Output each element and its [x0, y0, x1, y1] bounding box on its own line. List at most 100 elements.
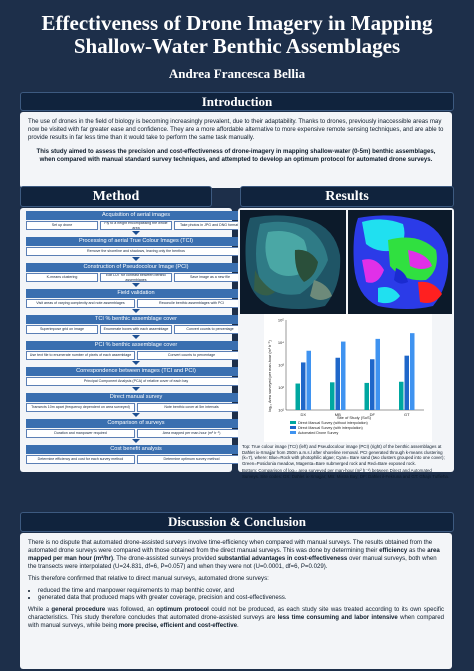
legend-entry: Direct Manual Survey (with interpolation… [298, 426, 363, 430]
method-step-cell: Remove the shoreline and shadows, leavin… [26, 247, 246, 256]
poster-title: Effectiveness of Drone Imagery in Mappin… [0, 12, 474, 58]
method-step-cell: Transects 10m apart (frequency dependent… [26, 403, 135, 412]
conclusion-bullets: reduced the time and manpower requiremen… [28, 587, 444, 603]
disc-p3-h: more precise, efficient and cost-effecti… [118, 622, 237, 630]
chart-bar [306, 350, 311, 410]
disc-p3-d: optimum protocol [156, 606, 209, 614]
chart-x-tick-label: GT [404, 412, 410, 417]
disc-p3-i: . [236, 622, 239, 630]
results-caption: Top: True colour image (TCI) (left) and … [242, 444, 450, 482]
disc-p1-a: There is no dispute that automated drone… [28, 539, 433, 554]
chart-y-tick-label: 10² [278, 385, 284, 390]
method-step-title: Construction of Pseudocolour Image (PCI) [26, 263, 246, 272]
legend-swatch [290, 421, 296, 424]
disc-p3-b: general procedure [51, 606, 106, 614]
caption-chart: Bottom: Comparison of log₁₀ area surveye… [242, 468, 450, 479]
method-step-cell: Edit LUT for contrast between benthic as… [100, 273, 172, 282]
method-step-cell: Use text file to enumerate number of pix… [26, 351, 135, 360]
chart-y-tick-label: 10¹ [278, 408, 284, 413]
method-step-title: PCI % benthic assemblage cover [26, 341, 246, 350]
legend-swatch [290, 431, 296, 434]
results-panel: log₁₀ Area surveyed per man-hour (m² h⁻¹… [238, 208, 454, 479]
disc-p1-b: efficiency [379, 546, 408, 554]
chart-bar [410, 333, 415, 410]
introduction-box: The use of drones in the field of biolog… [20, 112, 452, 188]
legend-entry: Direct Manual Survey (without interpolat… [298, 421, 368, 425]
discussion-para-1: There is no dispute that automated drone… [28, 539, 444, 571]
method-step-cell: Convert counts to percentage [137, 351, 246, 360]
conclusion-bullet: generated data that produced maps with g… [38, 594, 444, 602]
method-step-title: TCI % benthic assemblage cover [26, 315, 246, 324]
chart-bar [295, 383, 300, 410]
title-line-2: Shallow-Water Benthic Assemblages [73, 34, 401, 58]
chart-x-tick-label: DF [370, 412, 376, 417]
pseudocolour-image [348, 210, 452, 314]
method-step-cell: Area mapped per man-hour (m² h⁻¹) [137, 429, 246, 438]
method-step-title: Field validation [26, 289, 246, 298]
caption-images: Top: True colour image (TCI) (left) and … [242, 444, 445, 466]
flow-arrow-icon [132, 387, 140, 391]
chart-x-label: Site of Study (SoS) [337, 415, 372, 420]
chart-bar [375, 338, 380, 410]
method-step-cell: Enumerate boxes with each assemblage [100, 325, 172, 334]
disc-p3-e: could not be produced, as each study sit… [28, 606, 445, 622]
flow-arrow-icon [132, 439, 140, 443]
disc-p3-a: While a [28, 606, 52, 614]
method-step-title: Comparison of surveys [26, 419, 246, 428]
chart-bar [404, 355, 409, 410]
legend-entry: Automated Drone Survey [298, 431, 339, 435]
chart-y-tick-label: 10⁵ [278, 318, 284, 323]
chart-bar [399, 381, 404, 410]
method-step-cell: Note benthic cover at 5m intervals [137, 403, 246, 412]
chart-bar [370, 359, 375, 410]
chart-bar [330, 382, 335, 410]
chart-y-tick-label: 10⁴ [278, 340, 284, 345]
method-step-cell: Save image as a new file [174, 273, 246, 282]
chart-bar [335, 357, 340, 410]
method-step-cell: Reconcile benthic assemblages with PCI [137, 299, 246, 308]
flow-arrow-icon [132, 283, 140, 287]
method-step-title: Direct manual survey [26, 393, 246, 402]
flow-arrow-icon [132, 413, 140, 417]
disc-p1-c: as the [407, 546, 428, 554]
flow-arrow-icon [132, 231, 140, 235]
flow-arrow-icon [132, 257, 140, 261]
discussion-para-3: While a general procedure was followed, … [28, 606, 444, 630]
method-step-cell: Determine optimum survey method [137, 455, 246, 464]
method-step-cell: K-means clustering [26, 273, 98, 282]
author: Andrea Francesca Bellia [168, 66, 306, 81]
disc-p1-e: . The drone-assisted surveys provided [112, 554, 218, 562]
method-step-title: Correspondence between images (TCI and P… [26, 367, 246, 376]
method-step-cell: Convert counts to percentage [174, 325, 246, 334]
method-header: Method [20, 186, 212, 207]
disc-p1-g: over manual surveys, both when the trans… [28, 554, 437, 570]
study-aim: This study aimed to assess the precision… [36, 147, 436, 163]
method-flowchart: Acquisition of aerial images Set up drone… [20, 208, 246, 472]
chart-x-tick-label: MB [335, 412, 341, 417]
method-step-title: Cost benefit analysis [26, 445, 246, 454]
chart-bar [301, 362, 306, 410]
chart-bar [364, 382, 369, 410]
chart-y-tick-label: 10³ [278, 363, 284, 368]
legend-swatch [290, 426, 296, 429]
flow-arrow-icon [132, 309, 140, 313]
chart-bar [341, 341, 346, 410]
introduction-text: The use of drones in the field of biolog… [28, 118, 444, 142]
conclusion-bullet: reduced the time and manpower requiremen… [38, 587, 444, 595]
method-step-cell: Fly to a height encompassing the whole a… [100, 221, 172, 230]
area-per-manhour-chart: log₁₀ Area surveyed per man-hour (m² h⁻¹… [264, 314, 432, 442]
method-step-cell: Superimpose grid on image [26, 325, 98, 334]
flow-arrow-icon [132, 335, 140, 339]
method-step-cell: Take photos in JPG and DNG formats [174, 221, 246, 230]
disc-p3-g: when compared with manual surveys, while… [28, 614, 444, 630]
disc-p1-d: area mapped per man hour (m²/hr) [28, 546, 440, 562]
discussion-para-2: This therefore confirmed that relative t… [28, 574, 269, 582]
discussion-header: Discussion & Conclusion [20, 512, 454, 532]
true-colour-image [240, 210, 346, 314]
method-step-title: Processing of aerial True Colour Images … [26, 237, 246, 246]
discussion-box: There is no dispute that automated drone… [20, 533, 452, 669]
method-step-cell: Set up drone [26, 221, 98, 230]
method-step-cell: Visit areas of varying complexity and no… [26, 299, 135, 308]
flow-arrow-icon [132, 361, 140, 365]
chart-x-tick-label: DX [300, 412, 306, 417]
